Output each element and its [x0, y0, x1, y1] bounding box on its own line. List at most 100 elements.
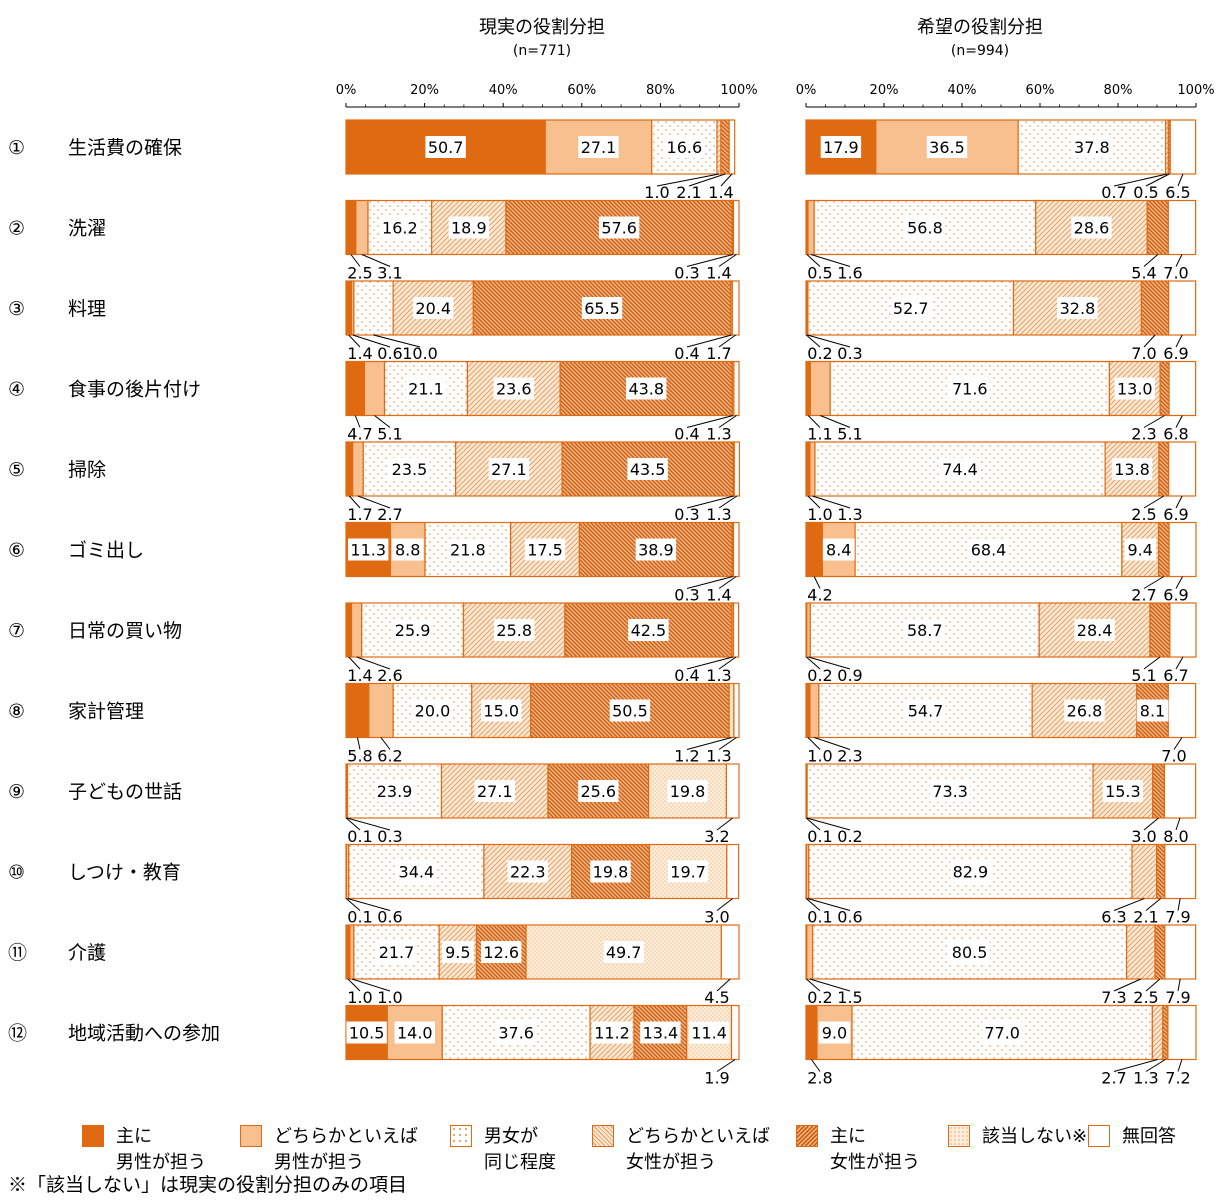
svg-text:5.4: 5.4: [1131, 264, 1156, 283]
data-label-outside: 5.4: [1131, 254, 1159, 283]
svg-text:13.0: 13.0: [1117, 380, 1153, 399]
data-label: 18.9: [448, 216, 490, 239]
svg-text:2.5: 2.5: [1131, 505, 1156, 524]
data-label: 9.0: [818, 1021, 851, 1044]
svg-text:1.0: 1.0: [644, 183, 669, 202]
svg-text:4.2: 4.2: [807, 586, 832, 605]
data-label-outside: 1.4: [706, 254, 737, 283]
svg-text:0.3: 0.3: [674, 505, 699, 524]
svg-text:27.1: 27.1: [491, 460, 527, 479]
data-label-outside: 4.2: [807, 576, 833, 605]
svg-text:77.0: 77.0: [984, 1024, 1020, 1043]
bar-segment: [806, 924, 814, 980]
data-label: 20.4: [413, 297, 454, 319]
legend-swatch: [450, 1125, 472, 1147]
svg-text:0.1: 0.1: [807, 827, 832, 846]
data-label-outside: 0.9: [808, 656, 863, 685]
data-label: 15.0: [481, 699, 522, 722]
svg-text:0.5: 0.5: [807, 264, 832, 283]
data-label: 16.2: [379, 216, 421, 239]
svg-text:0.4: 0.4: [674, 425, 699, 444]
category-number: ⑫: [8, 1023, 27, 1045]
category-label: 洗濯: [68, 218, 106, 240]
svg-text:1.3: 1.3: [706, 666, 731, 685]
data-label-outside: 1.1: [807, 415, 833, 444]
data-label-outside: 1.6: [810, 254, 863, 283]
svg-text:0.2: 0.2: [807, 988, 832, 1007]
svg-text:71.6: 71.6: [952, 380, 988, 399]
data-label-outside: 2.6: [356, 656, 403, 685]
data-label-outside: 3.0: [1131, 817, 1159, 846]
data-label-outside: 0.2: [806, 656, 833, 685]
category-label: 食事の後片付け: [68, 379, 201, 401]
legend-item: 無回答: [1088, 1124, 1176, 1150]
svg-text:7.9: 7.9: [1165, 908, 1190, 927]
data-label-outside: 1.2: [674, 737, 732, 766]
svg-text:2.7: 2.7: [1101, 1069, 1126, 1088]
category-number: ③: [8, 298, 25, 320]
svg-text:0.6: 0.6: [377, 908, 402, 927]
panel-title: 現実の役割分担: [479, 17, 605, 38]
data-label-outside: 0.1: [345, 817, 373, 846]
bar-segment: [1169, 602, 1197, 658]
legend-label: 無回答: [1122, 1126, 1176, 1147]
svg-text:56.8: 56.8: [907, 219, 943, 238]
svg-text:0.5: 0.5: [1133, 183, 1158, 202]
footnote: ※「該当しない」は現実の役割分担のみの項目: [8, 1174, 408, 1196]
svg-text:16.2: 16.2: [382, 219, 418, 238]
svg-text:18.9: 18.9: [451, 219, 487, 238]
bar-segment: [345, 280, 353, 336]
legend-swatch: [240, 1125, 262, 1147]
bar-segment: [851, 1004, 1153, 1061]
data-label-outside: 4.7: [347, 415, 373, 444]
data-label-outside: 1.0: [807, 495, 833, 524]
svg-text:34.4: 34.4: [399, 863, 435, 882]
data-label: 38.9: [635, 538, 677, 561]
category-label: 日常の買い物: [68, 620, 182, 642]
legend-item: 該当しない※: [948, 1124, 1087, 1150]
svg-text:0.2: 0.2: [807, 666, 832, 685]
svg-text:3.2: 3.2: [704, 827, 729, 846]
data-label: 16.6: [664, 136, 705, 158]
data-label-outside: 6.5: [1165, 173, 1191, 202]
data-label-outside: 0.2: [806, 334, 833, 363]
bar-segment: [1154, 924, 1166, 980]
data-label: 80.5: [949, 941, 990, 963]
svg-text:16.6: 16.6: [667, 138, 703, 157]
svg-text:1.3: 1.3: [706, 505, 731, 524]
svg-text:0.1: 0.1: [347, 827, 372, 846]
bar-segment: [1125, 924, 1156, 980]
category-label: ゴミ出し: [68, 540, 144, 562]
category-label: 掃除: [68, 459, 106, 481]
bar-segment: [805, 1004, 818, 1061]
svg-text:9.0: 9.0: [822, 1024, 847, 1043]
data-label-outside: 0.4: [674, 334, 732, 363]
data-label-outside: 10.0: [373, 334, 438, 363]
bar-segment: [732, 602, 740, 658]
data-label-outside: 7.9: [1165, 978, 1191, 1007]
svg-text:58.7: 58.7: [907, 621, 943, 640]
data-label-outside: 3.1: [361, 254, 403, 283]
bar-segment: [728, 119, 736, 175]
bar-segment: [345, 360, 366, 417]
data-label-outside: 6.8: [1163, 415, 1189, 444]
data-label-outside: 0.2: [806, 817, 863, 846]
bar-segment: [1151, 1004, 1164, 1061]
svg-text:6.9: 6.9: [1163, 505, 1188, 524]
legend-label: 男女が 同じ程度: [484, 1126, 556, 1173]
data-label-outside: 2.1: [1133, 898, 1162, 927]
data-label-outside: 4.5: [704, 978, 731, 1007]
category-label: 生活費の確保: [68, 137, 182, 159]
category-number: ④: [8, 379, 25, 401]
svg-text:28.4: 28.4: [1077, 621, 1113, 640]
svg-text:8.0: 8.0: [1163, 827, 1188, 846]
data-label: 37.8: [1071, 136, 1113, 158]
bar-segment: [726, 843, 740, 900]
svg-text:0.4: 0.4: [674, 344, 699, 363]
data-label-outside: 1.5: [809, 978, 863, 1007]
svg-text:50.5: 50.5: [612, 702, 648, 721]
svg-text:1.1: 1.1: [807, 425, 832, 444]
x-tick-label: 40%: [489, 83, 518, 98]
data-label-outside: 5.1: [820, 415, 863, 444]
data-label-outside: 5.1: [1131, 656, 1161, 685]
